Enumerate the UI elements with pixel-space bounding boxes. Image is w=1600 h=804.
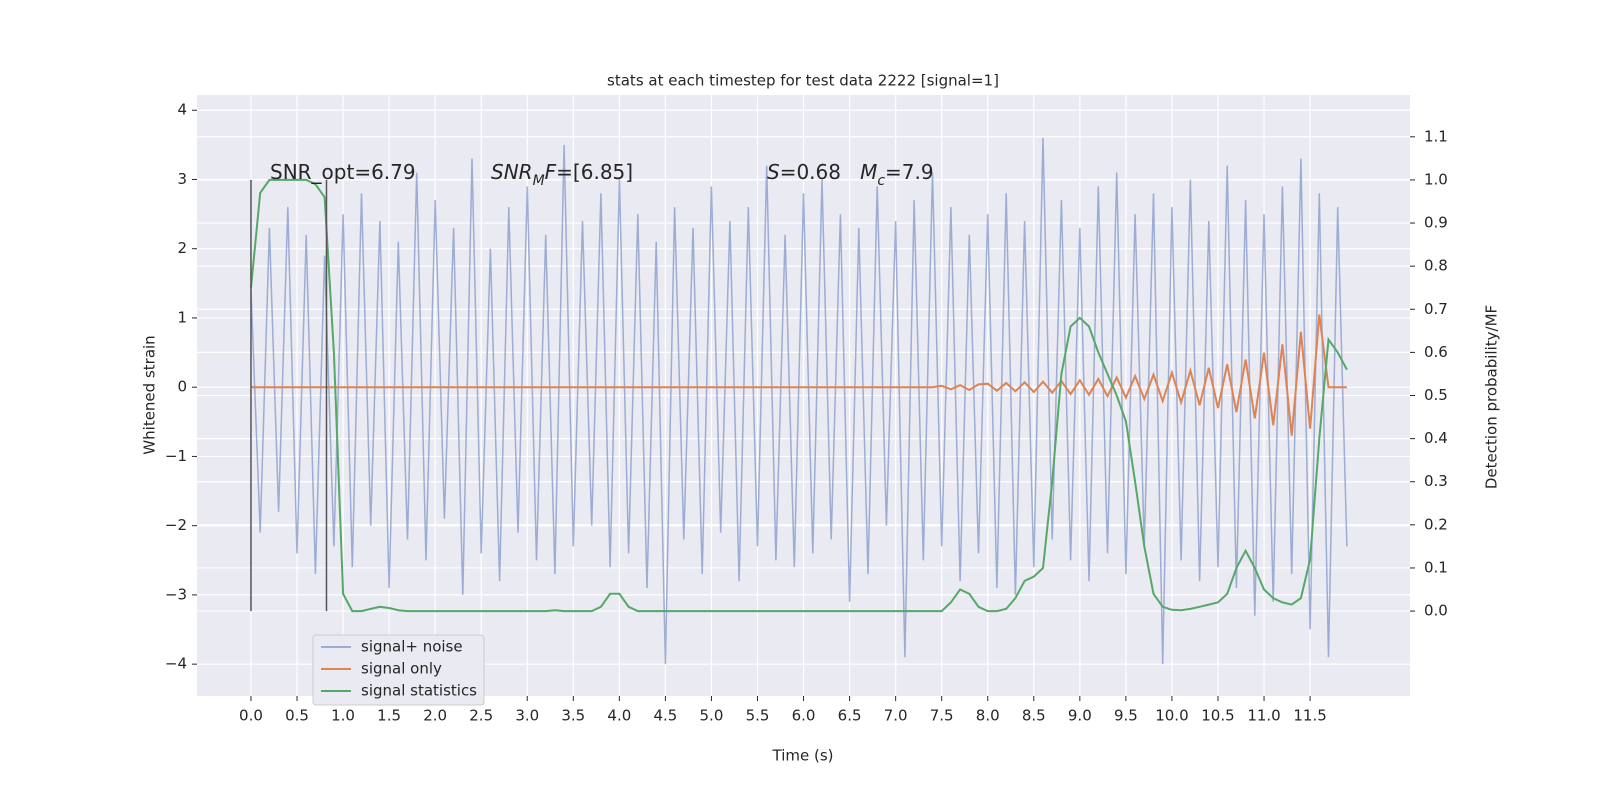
annotation-part: SNR [491,160,533,184]
series-line [250,137,1348,665]
x-tick-label: 3.0 [515,707,539,725]
annotation: SNRMF=[6.85] [491,160,633,190]
y-tick-label: 0 [177,378,187,396]
y2-tick-label: 0.2 [1424,515,1448,533]
annotation: SNR_opt=6.79 [270,160,416,184]
y2-tick-label: 0.6 [1424,343,1448,361]
y-axis-label: Whitened strain [141,335,159,454]
y2-axis-label: Detection probability/MF [1483,305,1501,489]
x-tick-label: 4.0 [607,707,631,725]
y2-tick-label: 0.1 [1424,558,1448,576]
y2-tick-label: 0.7 [1424,300,1448,318]
x-tick-label: 7.5 [930,707,954,725]
x-tick-label: 6.5 [838,707,862,725]
x-tick-label: 8.0 [976,707,1000,725]
x-tick-label: 2.0 [423,707,447,725]
annotation-part: c [877,173,885,189]
annotation-part: S [767,160,780,184]
x-tick-label: 3.5 [561,707,585,725]
x-tick-label: 11.5 [1293,707,1326,725]
y-tick-label: −4 [165,655,187,673]
x-tick-label: 2.5 [469,707,493,725]
x-tick-label: 4.5 [653,707,677,725]
y2-tick-label: 0.4 [1424,429,1448,447]
annotation-part: =[6.85] [556,160,633,184]
y-tick-label: −2 [165,516,187,534]
series-line [250,178,1348,613]
annotation-part: M [860,160,877,184]
annotation: S=0.68 Mc=7.9 [767,160,934,190]
x-tick-label: 9.0 [1068,707,1092,725]
annotation-part: M [533,173,545,189]
x-tick-label: 1.0 [331,707,355,725]
x-tick-label: 0.5 [285,707,309,725]
x-tick-label: 0.0 [239,707,263,725]
x-tick-label: 8.5 [1022,707,1046,725]
x-tick-label: 9.5 [1114,707,1138,725]
y2-tick-label: 1.0 [1424,170,1448,188]
y2-tick-label: 0.0 [1424,602,1448,620]
legend-label: signal statistics [361,682,477,700]
series-line [251,314,1347,436]
annotation-part: SNR_opt=6.79 [270,160,416,184]
y-tick-label: −3 [165,585,187,603]
legend-label: signal+ noise [361,638,463,656]
legend-label: signal only [361,660,442,678]
y-tick-label: 2 [177,239,187,257]
legend-box [312,634,485,706]
x-axis-label: Time (s) [772,747,834,765]
y2-tick-label: 0.8 [1424,257,1448,275]
annotation-part: F [545,160,557,184]
y-tick-label: 3 [177,170,187,188]
x-tick-label: 10.0 [1155,707,1188,725]
annotation-part: =7.9 [885,160,934,184]
y-tick-label: −1 [165,447,187,465]
y2-tick-label: 0.3 [1424,472,1448,490]
y-tick-label: 4 [177,101,187,119]
y-tick-label: 1 [177,308,187,326]
y2-tick-label: 1.1 [1424,127,1448,145]
x-tick-label: 5.5 [746,707,770,725]
x-tick-label: 11.0 [1247,707,1280,725]
x-tick-label: 5.0 [700,707,724,725]
annotation-part: =0.68 [780,160,860,184]
x-tick-label: 6.0 [792,707,816,725]
x-tick-label: 10.5 [1201,707,1234,725]
chart-title: stats at each timestep for test data 222… [607,72,999,90]
y2-tick-label: 0.5 [1424,386,1448,404]
x-tick-label: 1.5 [377,707,401,725]
y2-tick-label: 0.9 [1424,214,1448,232]
x-tick-label: 7.0 [884,707,908,725]
